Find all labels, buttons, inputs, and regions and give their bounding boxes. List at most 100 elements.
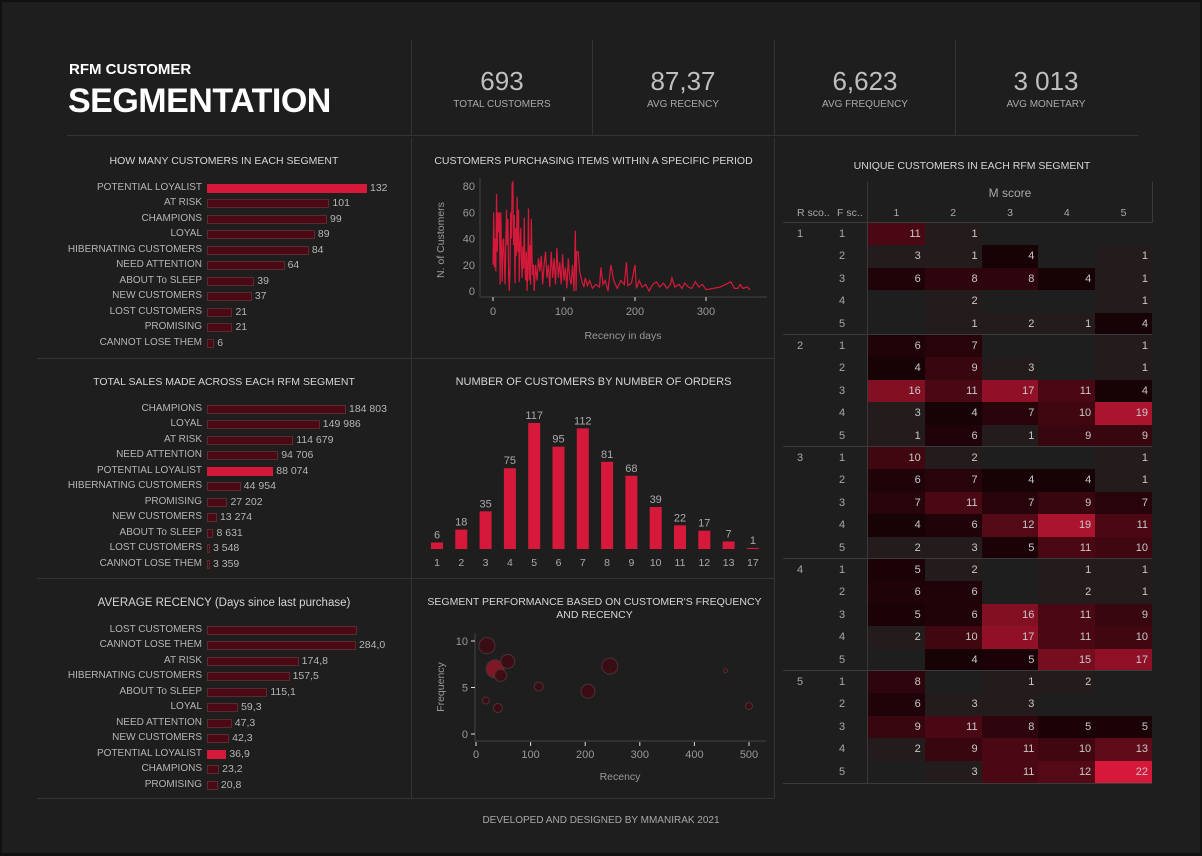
bar xyxy=(207,559,210,569)
x-tick-label: 6 xyxy=(556,557,562,569)
bar xyxy=(207,656,299,666)
heatmap-cell: 1 xyxy=(868,424,925,447)
bar xyxy=(649,506,662,549)
bubble-point xyxy=(601,657,619,675)
bar-value: 132 xyxy=(370,182,388,194)
y-axis-label: N. of Customers xyxy=(435,202,447,278)
bar-value: 94 706 xyxy=(281,449,314,462)
heatmap-cell: 10 xyxy=(1095,626,1152,649)
heatmap-cell: 9 xyxy=(1038,424,1096,447)
x-tick-label: 10 xyxy=(650,557,662,569)
bar xyxy=(552,446,565,549)
kpi-total-customers: 693 TOTAL CUSTOMERS xyxy=(411,40,592,136)
bar xyxy=(207,749,227,759)
heatmap-cell: 11 xyxy=(981,760,1039,783)
bar-label: NEW CUSTOMERS xyxy=(112,732,202,744)
data-label: 117 xyxy=(525,410,543,422)
bar-value: 37 xyxy=(254,290,267,303)
bar-label: HIBERNATING CUSTOMERS xyxy=(67,480,202,492)
column-header: 3 xyxy=(1007,207,1013,219)
heatmap-cell: 11 xyxy=(1038,536,1096,559)
heatmap-cell: 4 xyxy=(1095,379,1152,403)
bar xyxy=(207,466,274,476)
f-score: 3 xyxy=(839,496,846,509)
kpi-value: 6,623 xyxy=(832,66,898,96)
bar xyxy=(207,718,232,728)
f-score: 1 xyxy=(839,452,846,464)
column-header: 5 xyxy=(1120,207,1127,219)
x-tick-label: 8 xyxy=(604,557,610,569)
bar-label: CHAMPIONS xyxy=(141,403,202,414)
x-tick-label: 400 xyxy=(685,749,703,761)
bar-value: 3 359 xyxy=(213,557,240,570)
x-tick-label: 100 xyxy=(521,749,539,761)
heatmap-cell: 11 xyxy=(1095,514,1152,537)
bar-label: CHAMPIONS xyxy=(141,212,202,224)
f-score: 4 xyxy=(839,295,846,308)
bar-value: 284,0 xyxy=(358,639,386,652)
bar-value: 59,3 xyxy=(241,701,262,714)
heatmap-cell: 6 xyxy=(868,335,925,358)
bar-label: PROMISING xyxy=(144,321,202,333)
bar xyxy=(207,513,217,523)
bar-value: 21 xyxy=(235,321,248,334)
y-tick-label: 60 xyxy=(463,207,475,219)
heatmap-cell xyxy=(868,649,925,671)
bar-value: 8 631 xyxy=(216,526,243,539)
heatmap-cell: 1 xyxy=(981,424,1039,447)
y-tick-label: 20 xyxy=(463,260,475,272)
bar-value: 36,9 xyxy=(229,747,250,760)
f-score: 1 xyxy=(839,340,846,352)
kpi-label: AVG MONETARY xyxy=(1006,99,1086,110)
column-header: 4 xyxy=(1063,207,1070,219)
heatmap-cell: 1 xyxy=(1038,312,1096,335)
chart-title: CUSTOMERS PURCHASING ITEMS WITHIN A SPEC… xyxy=(434,155,753,167)
x-tick-label: 13 xyxy=(723,557,735,569)
bar xyxy=(207,184,367,193)
x-tick-label: 17 xyxy=(747,557,759,569)
bar xyxy=(207,323,233,333)
bar-value: 20,8 xyxy=(220,778,242,791)
data-label: 112 xyxy=(574,415,592,427)
chart-title: SEGMENT PERFORMANCE BASED ON CUSTOMER'S … xyxy=(427,596,762,621)
x-tick-label: 2 xyxy=(458,557,464,569)
heatmap-cell: 9 xyxy=(1095,424,1152,447)
bar-label: LOST CUSTOMERS xyxy=(109,624,202,635)
heatmap-cell: 2 xyxy=(868,738,925,761)
data-label: 7 xyxy=(726,528,732,540)
heatmap-cell: 15 xyxy=(1038,648,1096,671)
x-tick-label: 100 xyxy=(555,306,573,318)
bar-value: 157,5 xyxy=(292,670,319,683)
bar xyxy=(207,405,346,414)
kpi-value: 87,37 xyxy=(650,66,716,96)
kpi-value: 3 013 xyxy=(1013,66,1079,96)
heatmap-cell: 2 xyxy=(1038,581,1096,604)
data-label: 1 xyxy=(750,535,756,547)
heatmap-cell: 9 xyxy=(924,357,982,380)
bar-label: LOST CUSTOMERS xyxy=(109,305,202,317)
heatmap-cell: 1 xyxy=(924,223,982,246)
heatmap-cell: 2 xyxy=(868,536,925,559)
heatmap-cell: 7 xyxy=(981,402,1039,425)
divider xyxy=(37,578,774,579)
bar xyxy=(207,528,214,538)
heatmap-cell: 2 xyxy=(924,290,982,313)
data-label: 95 xyxy=(552,434,564,446)
bubble-point xyxy=(723,668,729,674)
f-score: 5 xyxy=(839,653,846,666)
bar-label: NEED ATTENTION xyxy=(116,259,202,271)
group-divider xyxy=(783,558,1152,559)
x-tick-label: 9 xyxy=(628,557,634,569)
heatmap-cell xyxy=(868,313,925,335)
bar xyxy=(698,530,711,549)
heatmap-cell: 6 xyxy=(924,514,982,537)
data-label: 35 xyxy=(479,498,491,510)
f-score: 2 xyxy=(839,586,846,599)
heatmap-cell: 17 xyxy=(981,379,1039,403)
heatmap-cell: 1 xyxy=(1095,245,1152,268)
bar xyxy=(207,641,356,651)
bar xyxy=(207,544,210,554)
bar-label: ABOUT To SLEEP xyxy=(119,526,202,538)
bubble-point xyxy=(533,681,544,692)
divider xyxy=(867,182,868,783)
